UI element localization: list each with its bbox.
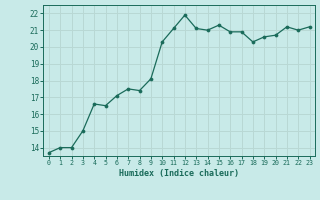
X-axis label: Humidex (Indice chaleur): Humidex (Indice chaleur) (119, 169, 239, 178)
